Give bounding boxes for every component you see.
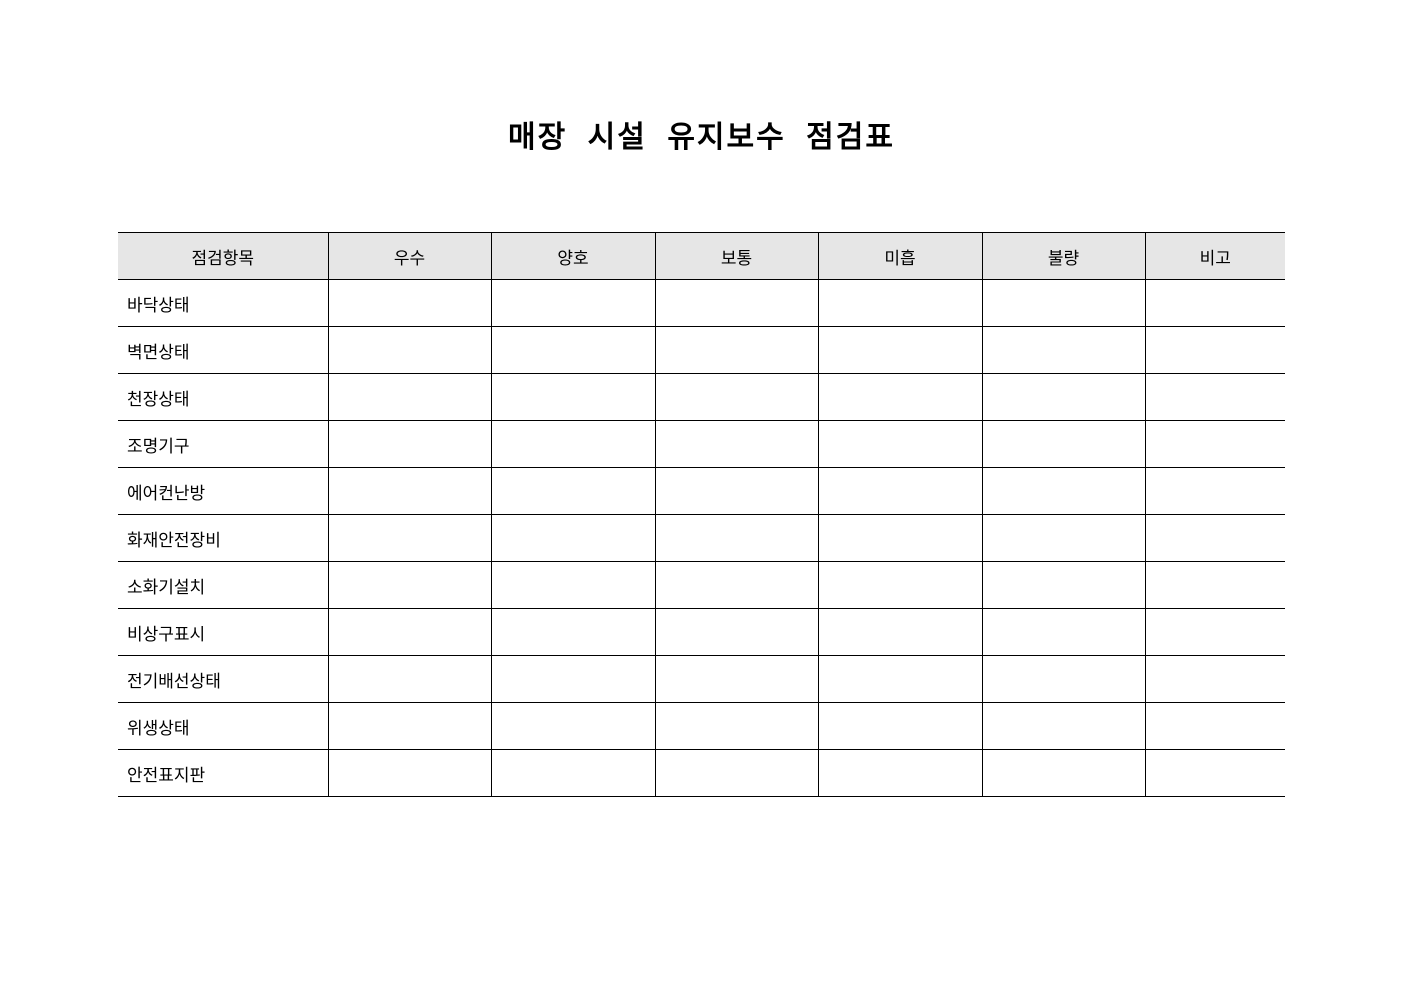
rating-cell[interactable]	[981, 655, 1145, 703]
rating-cell[interactable]	[981, 467, 1145, 515]
table-row: 화재안전장비	[118, 514, 1285, 562]
inspection-item: 바닥상태	[118, 279, 328, 327]
inspection-item: 천장상태	[118, 373, 328, 421]
rating-cell[interactable]	[981, 749, 1145, 797]
table-row: 벽면상태	[118, 326, 1285, 374]
rating-cell[interactable]	[817, 326, 982, 374]
rating-cell[interactable]	[327, 514, 491, 562]
rating-cell[interactable]	[654, 749, 818, 797]
rating-cell[interactable]	[490, 655, 655, 703]
table-row: 위생상태	[118, 702, 1285, 750]
rating-cell[interactable]	[981, 561, 1145, 609]
table-row: 전기배선상태	[118, 655, 1285, 703]
inspection-table: 점검항목 우수 양호 보통 미흡 불량 비고 바닥상태 벽면상태 천장상태 조명기구 에어컨난방 화재…	[118, 232, 1285, 797]
table-row: 비상구표시	[118, 608, 1285, 656]
rating-cell[interactable]	[327, 326, 491, 374]
rating-cell[interactable]	[817, 702, 982, 750]
page-title: 매장 시설 유지보수 점검표	[508, 120, 895, 155]
table-row: 조명기구	[118, 420, 1285, 468]
rating-cell[interactable]	[817, 373, 982, 421]
table-row: 소화기설치	[118, 561, 1285, 609]
inspection-item: 안전표지판	[118, 749, 328, 797]
table-row: 에어컨난방	[118, 467, 1285, 515]
rating-cell[interactable]	[981, 373, 1145, 421]
rating-cell[interactable]	[1144, 561, 1285, 609]
rating-cell[interactable]	[654, 702, 818, 750]
rating-cell[interactable]	[1144, 655, 1285, 703]
rating-cell[interactable]	[327, 467, 491, 515]
inspection-item: 벽면상태	[118, 326, 328, 374]
rating-cell[interactable]	[817, 655, 982, 703]
rating-cell[interactable]	[327, 749, 491, 797]
rating-cell[interactable]	[490, 467, 655, 515]
rating-cell[interactable]	[327, 373, 491, 421]
inspection-item: 조명기구	[118, 420, 328, 468]
rating-cell[interactable]	[981, 702, 1145, 750]
rating-cell[interactable]	[1144, 373, 1285, 421]
rating-cell[interactable]	[490, 749, 655, 797]
rating-cell[interactable]	[654, 655, 818, 703]
rating-cell[interactable]	[654, 467, 818, 515]
rating-cell[interactable]	[981, 326, 1145, 374]
rating-cell[interactable]	[327, 702, 491, 750]
rating-cell[interactable]	[490, 373, 655, 421]
rating-cell[interactable]	[490, 561, 655, 609]
rating-cell[interactable]	[490, 608, 655, 656]
rating-cell[interactable]	[490, 702, 655, 750]
rating-cell[interactable]	[817, 420, 982, 468]
rating-cell[interactable]	[817, 561, 982, 609]
rating-cell[interactable]	[490, 514, 655, 562]
rating-cell[interactable]	[327, 420, 491, 468]
inspection-item: 비상구표시	[118, 608, 328, 656]
inspection-item: 화재안전장비	[118, 514, 328, 562]
rating-cell[interactable]	[654, 561, 818, 609]
rating-cell[interactable]	[654, 420, 818, 468]
rating-cell[interactable]	[1144, 749, 1285, 797]
table-row: 안전표지판	[118, 749, 1285, 797]
rating-cell[interactable]	[1144, 279, 1285, 327]
column-header: 미흡	[817, 232, 982, 280]
column-header: 비고	[1144, 232, 1285, 280]
rating-cell[interactable]	[981, 514, 1145, 562]
rating-cell[interactable]	[817, 279, 982, 327]
rating-cell[interactable]	[654, 279, 818, 327]
rating-cell[interactable]	[654, 514, 818, 562]
rating-cell[interactable]	[1144, 702, 1285, 750]
rating-cell[interactable]	[981, 420, 1145, 468]
rating-cell[interactable]	[981, 279, 1145, 327]
rating-cell[interactable]	[1144, 608, 1285, 656]
table-row: 천장상태	[118, 373, 1285, 421]
rating-cell[interactable]	[327, 279, 491, 327]
rating-cell[interactable]	[1144, 420, 1285, 468]
table-row: 바닥상태	[118, 279, 1285, 327]
rating-cell[interactable]	[817, 514, 982, 562]
header-row: 점검항목 우수 양호 보통 미흡 불량 비고	[118, 232, 1285, 280]
rating-cell[interactable]	[1144, 326, 1285, 374]
column-header: 불량	[981, 232, 1145, 280]
rating-cell[interactable]	[817, 608, 982, 656]
column-header: 우수	[327, 232, 491, 280]
rating-cell[interactable]	[1144, 467, 1285, 515]
column-header: 보통	[654, 232, 818, 280]
rating-cell[interactable]	[327, 655, 491, 703]
rating-cell[interactable]	[490, 279, 655, 327]
rating-cell[interactable]	[654, 373, 818, 421]
rating-cell[interactable]	[654, 608, 818, 656]
inspection-item: 에어컨난방	[118, 467, 328, 515]
rating-cell[interactable]	[817, 749, 982, 797]
rating-cell[interactable]	[817, 467, 982, 515]
inspection-item: 전기배선상태	[118, 655, 328, 703]
rating-cell[interactable]	[327, 608, 491, 656]
rating-cell[interactable]	[1144, 514, 1285, 562]
inspection-item: 소화기설치	[118, 561, 328, 609]
rating-cell[interactable]	[654, 326, 818, 374]
rating-cell[interactable]	[981, 608, 1145, 656]
column-header: 양호	[490, 232, 655, 280]
inspection-item: 위생상태	[118, 702, 328, 750]
rating-cell[interactable]	[490, 326, 655, 374]
rating-cell[interactable]	[327, 561, 491, 609]
rating-cell[interactable]	[490, 420, 655, 468]
column-header: 점검항목	[118, 232, 328, 280]
